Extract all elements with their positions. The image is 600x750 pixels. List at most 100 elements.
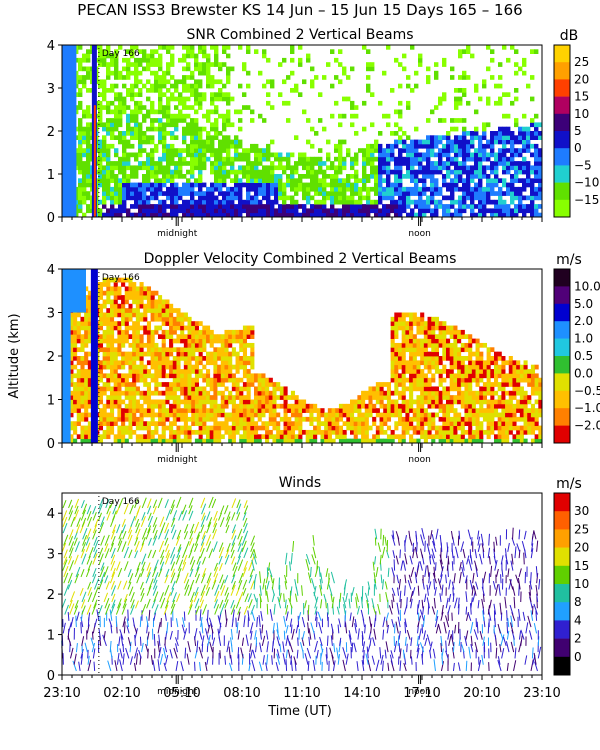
snr-cell bbox=[482, 83, 487, 89]
velocity-cell bbox=[372, 390, 377, 396]
snr-cell bbox=[454, 126, 459, 132]
snr-cell bbox=[202, 139, 207, 145]
snr-cell bbox=[434, 212, 439, 218]
velocity-cell bbox=[206, 399, 211, 405]
velocity-cell bbox=[172, 338, 177, 344]
velocity-cell bbox=[135, 316, 140, 322]
velocity-cell bbox=[191, 416, 196, 422]
velocity-cell bbox=[438, 329, 443, 335]
velocity-cell bbox=[401, 373, 406, 379]
snr-cell bbox=[290, 199, 295, 205]
velocity-cell bbox=[161, 299, 166, 305]
velocity-cell bbox=[110, 321, 115, 326]
snr-cell bbox=[374, 204, 379, 209]
velocity-cell bbox=[213, 399, 218, 405]
velocity-cell bbox=[187, 425, 192, 431]
snr-cell bbox=[322, 174, 327, 179]
velocity-cell bbox=[468, 360, 473, 366]
velocity-cell bbox=[475, 342, 480, 348]
snr-cell bbox=[218, 208, 223, 214]
velocity-cell bbox=[464, 347, 469, 353]
velocity-cell bbox=[110, 425, 115, 431]
snr-cell bbox=[174, 148, 179, 153]
snr-cell bbox=[382, 186, 387, 192]
velocity-cell bbox=[132, 321, 137, 326]
velocity-cell bbox=[87, 399, 92, 405]
snr-cell bbox=[514, 148, 519, 153]
snr-cell bbox=[194, 148, 199, 153]
snr-cell bbox=[458, 96, 463, 102]
snr-cell bbox=[438, 186, 443, 192]
velocity-cell bbox=[124, 386, 129, 392]
snr-cell bbox=[118, 92, 123, 97]
velocity-cell bbox=[416, 351, 421, 357]
snr-cell bbox=[158, 204, 163, 209]
snr-cell bbox=[490, 199, 495, 205]
velocity-cell bbox=[416, 373, 421, 379]
snr-cell bbox=[154, 191, 159, 196]
velocity-cell bbox=[438, 429, 443, 435]
snr-cell bbox=[334, 169, 339, 175]
snr-cell bbox=[214, 45, 219, 50]
velocity-cell bbox=[172, 390, 177, 396]
velocity-cell bbox=[471, 390, 476, 396]
velocity-cell bbox=[412, 347, 417, 353]
velocity-cell bbox=[110, 286, 115, 292]
velocity-cell bbox=[453, 373, 458, 379]
velocity-cell bbox=[486, 421, 491, 426]
velocity-cell bbox=[409, 347, 414, 353]
velocity-cell bbox=[224, 364, 229, 370]
velocity-cell bbox=[494, 434, 499, 440]
snr-cell bbox=[342, 204, 347, 209]
velocity-cell bbox=[87, 373, 92, 379]
velocity-cell bbox=[128, 351, 133, 357]
snr-cell bbox=[426, 161, 431, 166]
snr-cell bbox=[418, 169, 423, 175]
snr-cell bbox=[442, 62, 447, 67]
velocity-cell bbox=[276, 425, 281, 431]
velocity-cell bbox=[290, 438, 296, 444]
velocity-cell bbox=[176, 399, 181, 405]
snr-cell bbox=[510, 139, 515, 145]
snr-cell bbox=[354, 186, 359, 192]
snr-cell bbox=[78, 131, 83, 136]
snr-cell bbox=[534, 212, 539, 218]
snr-cell bbox=[350, 199, 355, 205]
velocity-cell bbox=[165, 299, 170, 305]
snr-cell bbox=[458, 100, 463, 106]
snr-cell bbox=[134, 169, 139, 175]
velocity-cell bbox=[194, 395, 200, 400]
snr-cell bbox=[314, 156, 319, 162]
velocity-cell bbox=[180, 399, 185, 405]
velocity-cell bbox=[294, 425, 299, 431]
velocity-cell bbox=[427, 377, 432, 383]
velocity-cell bbox=[121, 338, 126, 344]
snr-cell bbox=[230, 204, 235, 209]
snr-cell bbox=[190, 169, 195, 175]
snr-cell bbox=[186, 186, 191, 192]
velocity-cell bbox=[128, 316, 133, 322]
velocity-cell bbox=[158, 421, 163, 426]
snr-cell bbox=[506, 139, 511, 145]
velocity-cell bbox=[180, 356, 185, 361]
velocity-cell bbox=[494, 390, 499, 396]
snr-cell bbox=[358, 195, 363, 201]
snr-cell bbox=[178, 191, 183, 196]
snr-cell bbox=[110, 143, 115, 149]
snr-cell bbox=[326, 212, 331, 218]
velocity-cell bbox=[128, 403, 133, 409]
velocity-cell bbox=[494, 438, 499, 444]
velocity-cell bbox=[442, 403, 447, 409]
snr-cell bbox=[290, 169, 295, 175]
snr-cell bbox=[486, 178, 491, 183]
velocity-cell bbox=[135, 386, 140, 392]
snr-cell bbox=[174, 83, 179, 89]
snr-cell bbox=[158, 105, 163, 110]
snr-cell bbox=[230, 169, 235, 175]
snr-cell bbox=[322, 199, 327, 205]
snr-cell bbox=[106, 148, 111, 153]
snr-cell bbox=[454, 105, 459, 110]
snr-cell bbox=[218, 148, 223, 153]
snr-cell bbox=[194, 182, 199, 188]
velocity-cell bbox=[272, 421, 277, 426]
